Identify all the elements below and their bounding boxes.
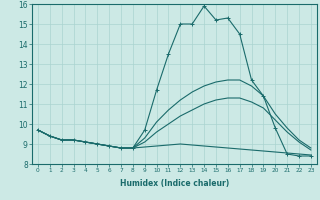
X-axis label: Humidex (Indice chaleur): Humidex (Indice chaleur) (120, 179, 229, 188)
